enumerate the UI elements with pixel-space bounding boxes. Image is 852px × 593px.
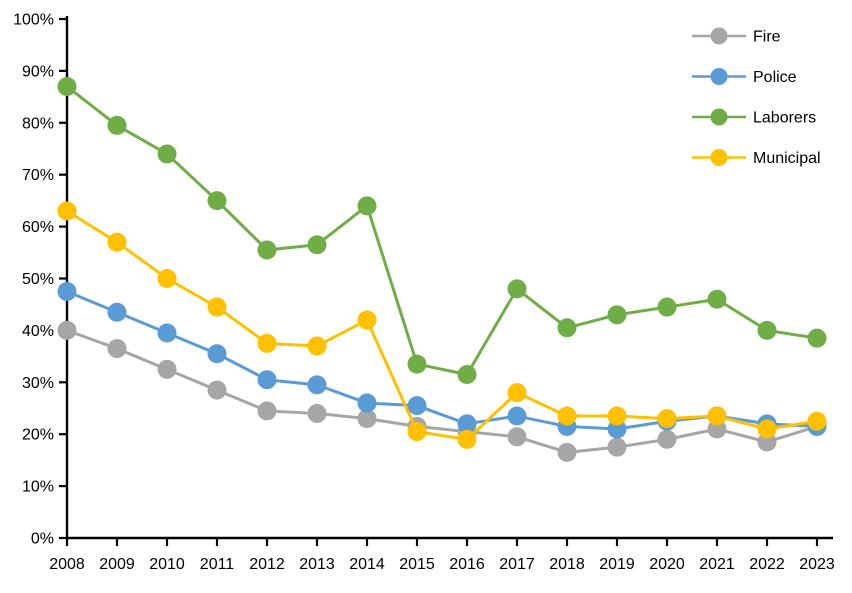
series-marker-police <box>407 396 427 416</box>
series-marker-fire <box>307 403 327 423</box>
y-tick-label: 60% <box>22 219 54 236</box>
series-marker-fire <box>57 320 77 340</box>
series-marker-laborers <box>807 328 827 348</box>
legend-item-police: Police <box>692 68 797 86</box>
y-tick-label: 70% <box>22 167 54 184</box>
y-tick-label: 30% <box>22 375 54 392</box>
series-marker-municipal <box>107 232 127 252</box>
series-marker-municipal <box>407 422 427 442</box>
y-tick-label: 40% <box>22 323 54 340</box>
x-tick-label: 2012 <box>249 556 285 573</box>
series-marker-laborers <box>557 318 577 338</box>
x-tick-label: 2013 <box>299 556 335 573</box>
x-tick-label: 2023 <box>799 556 835 573</box>
x-tick-label: 2015 <box>399 556 435 573</box>
series-line-municipal <box>66 209 818 441</box>
series-marker-municipal <box>707 406 727 426</box>
series-marker-municipal <box>57 201 77 221</box>
legend-marker-swatch <box>710 149 728 166</box>
series-marker-laborers <box>57 76 77 96</box>
legend-item-laborers: Laborers <box>692 108 816 127</box>
series-marker-laborers <box>107 115 127 135</box>
series-marker-fire <box>107 339 127 359</box>
series-marker-fire <box>507 427 527 447</box>
series-marker-municipal <box>357 310 377 330</box>
x-tick-label: 2011 <box>200 556 235 573</box>
y-tick-label: 20% <box>22 427 54 444</box>
series-marker-police <box>57 281 77 301</box>
series-marker-laborers <box>407 354 427 374</box>
series-marker-municipal <box>157 269 177 288</box>
series-marker-laborers <box>607 305 627 325</box>
series-marker-laborers <box>257 240 277 260</box>
x-tick-label: 2021 <box>699 556 735 573</box>
series-marker-police <box>507 406 527 426</box>
series-marker-fire <box>257 401 277 421</box>
legend-item-fire: Fire <box>692 27 781 46</box>
series-marker-laborers <box>157 144 177 164</box>
series-line-laborers <box>66 85 818 377</box>
series-line-fire <box>66 328 818 454</box>
series-marker-municipal <box>807 411 827 431</box>
x-tick-label: 2009 <box>99 556 135 573</box>
series-marker-police <box>107 302 127 322</box>
x-tick-label: 2017 <box>499 556 535 573</box>
legend-label: Laborers <box>753 110 816 127</box>
series-marker-fire <box>357 409 377 429</box>
y-tick-label: 0% <box>31 531 54 548</box>
series-marker-fire <box>207 380 227 400</box>
y-tick-label: 100% <box>13 12 54 29</box>
x-tick-label: 2019 <box>599 556 635 573</box>
y-tick-label: 80% <box>22 115 54 132</box>
legend-label: Police <box>753 69 797 86</box>
legend-label: Municipal <box>753 150 821 167</box>
series-marker-municipal <box>557 406 577 426</box>
series-marker-municipal <box>457 429 477 449</box>
x-tick-label: 2018 <box>549 556 585 573</box>
series-marker-police <box>457 414 477 434</box>
series-marker-laborers <box>357 196 377 216</box>
series-marker-laborers <box>707 289 727 309</box>
series-marker-police <box>307 375 327 395</box>
y-tick-label: 50% <box>22 271 54 288</box>
series-marker-laborers <box>307 235 327 255</box>
series-marker-municipal <box>657 409 677 429</box>
x-tick-label: 2014 <box>349 556 385 573</box>
legend-label: Fire <box>753 29 781 46</box>
x-tick-label: 2022 <box>749 556 785 573</box>
legend-marker-swatch <box>710 27 728 45</box>
series-marker-municipal <box>757 419 777 439</box>
series-marker-police <box>207 344 227 364</box>
y-tick-label: 10% <box>22 479 54 496</box>
series-marker-fire <box>557 442 577 462</box>
x-tick-label: 2016 <box>449 556 485 573</box>
series-marker-laborers <box>757 320 777 340</box>
series-marker-municipal <box>207 297 227 317</box>
series-marker-laborers <box>207 191 227 211</box>
series-marker-police <box>257 370 277 390</box>
x-tick-label: 2008 <box>49 556 85 573</box>
series-marker-municipal <box>507 383 527 403</box>
legend-item-municipal: Municipal <box>692 149 821 167</box>
series-marker-municipal <box>607 406 627 426</box>
y-tick-label: 90% <box>22 63 54 80</box>
x-tick-label: 2020 <box>649 556 685 573</box>
series-marker-police <box>157 323 177 343</box>
x-tick-label: 2010 <box>149 556 185 573</box>
series-marker-laborers <box>457 365 477 385</box>
series-marker-laborers <box>657 297 677 317</box>
series-marker-police <box>357 393 377 413</box>
legend-marker-swatch <box>710 68 728 85</box>
series-marker-municipal <box>257 333 277 353</box>
series-marker-fire <box>607 437 627 457</box>
series-marker-fire <box>657 429 677 449</box>
legend-marker-swatch <box>710 108 728 126</box>
series-marker-laborers <box>507 279 527 299</box>
series-marker-fire <box>157 359 177 379</box>
series-marker-municipal <box>307 336 327 356</box>
